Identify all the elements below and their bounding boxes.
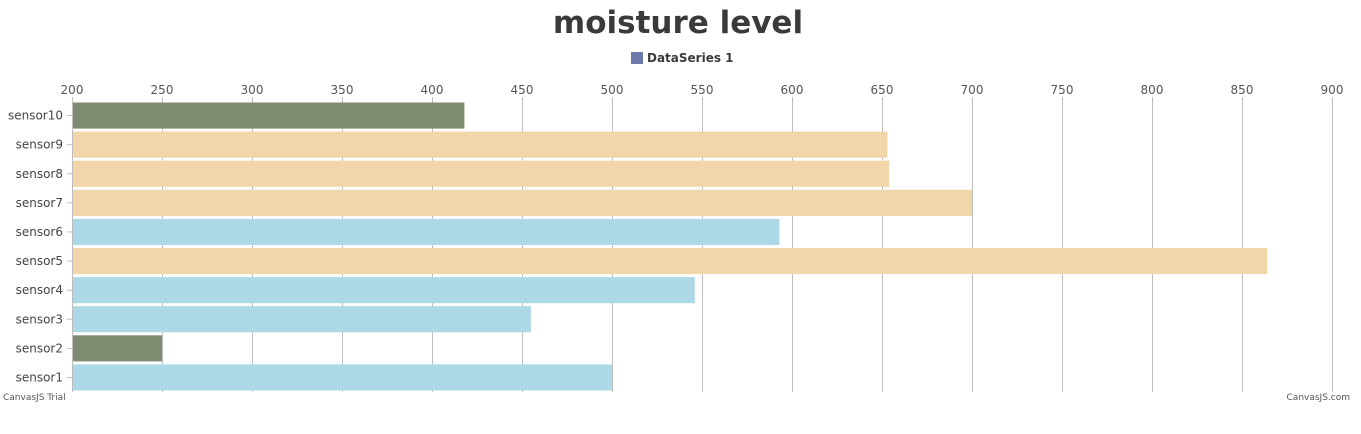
- x-tick-label: 900: [1321, 83, 1344, 97]
- x-tick-label: 450: [511, 83, 534, 97]
- legend-swatch: [631, 52, 643, 64]
- x-tick-label: 250: [151, 83, 174, 97]
- x-tick-label: 550: [691, 83, 714, 97]
- bar-sensor1[interactable]: [72, 364, 612, 391]
- y-category-label: sensor1: [16, 370, 63, 384]
- y-category-label: sensor6: [16, 225, 63, 239]
- bar-sensor7[interactable]: [72, 189, 972, 216]
- bar-sensor8[interactable]: [72, 160, 890, 187]
- x-tick-label: 200: [61, 83, 84, 97]
- bar-sensor3[interactable]: [72, 306, 531, 333]
- y-category-label: sensor7: [16, 196, 63, 210]
- credit-right[interactable]: CanvasJS.com: [1287, 393, 1350, 403]
- x-tick-label: 750: [1051, 83, 1074, 97]
- legend-label: DataSeries 1: [647, 51, 734, 65]
- x-tick-label: 500: [601, 83, 624, 97]
- x-tick-label: 400: [421, 83, 444, 97]
- bar-sensor5[interactable]: [72, 248, 1268, 275]
- x-tick-label: 850: [1231, 83, 1254, 97]
- bars: [72, 102, 1268, 391]
- x-tick-label: 700: [961, 83, 984, 97]
- bar-sensor2[interactable]: [72, 335, 162, 362]
- bar-sensor9[interactable]: [72, 131, 888, 158]
- credit-left[interactable]: CanvasJS Trial: [3, 393, 66, 403]
- bar-sensor4[interactable]: [72, 277, 695, 304]
- y-category-label: sensor5: [16, 254, 63, 268]
- x-axis-ticks: 200 250 300 350 400 450 500 550 600 650 700 750 800 8…: [61, 83, 1344, 97]
- y-category-label: sensor3: [16, 312, 63, 326]
- y-category-label: sensor9: [16, 138, 63, 152]
- x-tick-label: 350: [331, 83, 354, 97]
- y-axis-labels: sensor1 sensor2 sensor3 sensor4 sensor5 senso…: [8, 109, 72, 384]
- y-category-label: sensor4: [16, 283, 63, 297]
- bar-sensor10[interactable]: [72, 102, 465, 129]
- y-category-label: sensor8: [16, 167, 63, 181]
- y-category-label: sensor2: [16, 341, 63, 355]
- x-tick-label: 650: [871, 83, 894, 97]
- bar-sensor6[interactable]: [72, 218, 780, 245]
- x-tick-label: 300: [241, 83, 264, 97]
- chart-title: moisture level: [553, 5, 803, 41]
- legend[interactable]: DataSeries 1: [631, 51, 734, 65]
- y-category-label: sensor10: [8, 109, 63, 123]
- x-tick-label: 800: [1141, 83, 1164, 97]
- x-tick-label: 600: [781, 83, 804, 97]
